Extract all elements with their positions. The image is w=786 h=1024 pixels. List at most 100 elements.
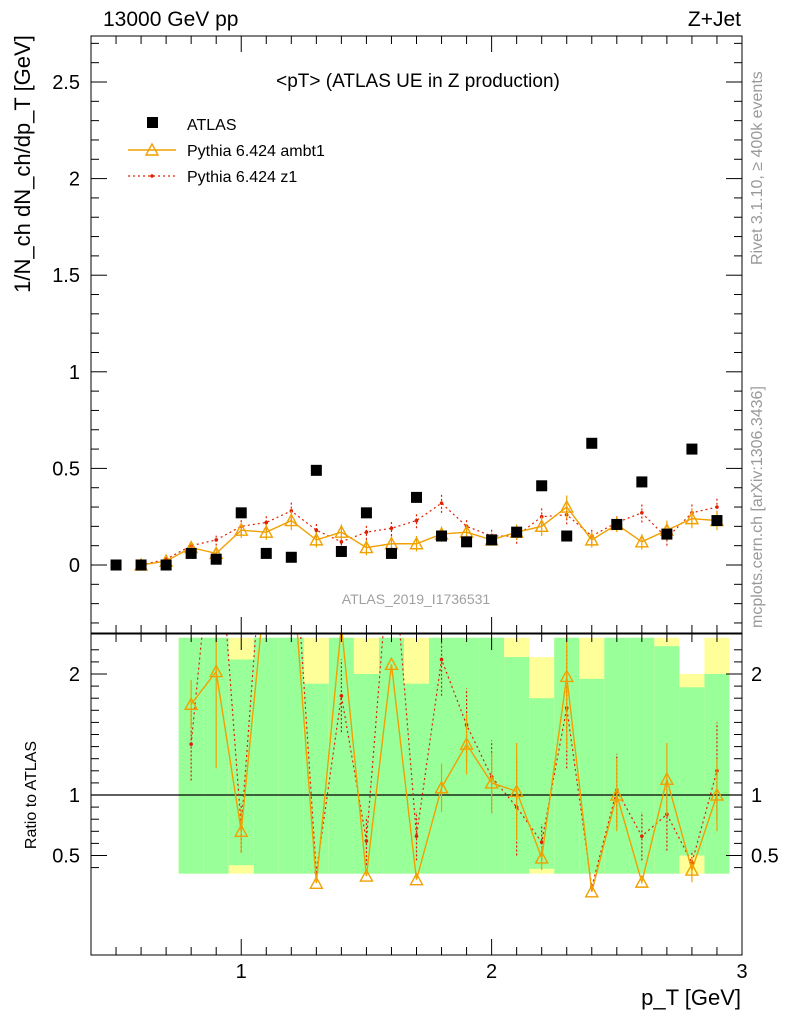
ratio-band-1sigma [579,678,605,874]
atlas-point [661,528,673,540]
atlas-point [285,551,297,563]
ratio-z1-point [439,657,444,662]
legend-atlas-marker [147,117,158,128]
ratio-panel: 1 2 3 0.5 0.5 1 1 2 2 Ratio to ATLAS p_T [GeV] [23,491,779,1010]
z1-point [364,530,369,534]
atlas-point [586,437,598,449]
y-tick-label: 1 [69,785,80,807]
ambt1-point [534,518,549,533]
ratio-ambt1-point [684,862,700,876]
x-tick-label: 3 [736,961,747,983]
ratio-band-1sigma [679,687,705,856]
ratio-ambt1-line [190,634,718,892]
atlas-point [235,507,247,519]
ambt1-point [559,499,574,513]
atlas-point [411,491,422,503]
atlas-point [310,464,322,476]
atlas-point [636,476,648,488]
y-axis-label-bottom: Ratio to ATLAS [23,741,40,849]
atlas-point [511,526,523,538]
atlas-point [385,547,397,559]
y-tick-label: 1.5 [52,265,80,287]
ambt1-point [359,540,374,554]
ratio-ambt1-point [609,787,624,801]
ratio-ambt1-point [260,571,272,582]
atlas-point [536,480,548,492]
ratio-ambt1-point [183,696,199,710]
ratio-ambt1-point [484,775,499,789]
collision-label: 13000 GeV pp [103,8,238,31]
ratio-ambt1-point [709,787,725,801]
ratio-band-1sigma [253,637,279,874]
ratio-z1-point [640,834,644,838]
main-panel: 0 0.5 1 1.5 2 2.5 <pT> (ATLAS UE in Z product… [10,35,743,634]
ratio-band-1sigma [303,683,329,874]
atlas-point [335,545,347,557]
y-tick-label: 2 [69,169,80,191]
ratio-band-1sigma [278,637,304,874]
legend-z1-label: Pythia 6.424 z1 [187,169,297,186]
y-tick-label: 2.5 [52,72,80,94]
ratio-band-1sigma [328,637,354,874]
y-tick-label: 0 [69,555,80,577]
ratio-band-1sigma [378,637,404,874]
z1-point [439,501,444,505]
ratio-ambt1-point [209,664,224,678]
ratio-z1-point [339,693,344,698]
ratio-ambt1-point [559,668,574,683]
atlas-point [686,443,698,455]
atlas-point [210,553,222,565]
x-tick-label: 1 [236,961,247,983]
ratio-band-1sigma [429,637,455,874]
z1-point [715,505,719,509]
ratio-ambt1-point [384,656,399,671]
ambt1-point [684,511,700,525]
legend-ambt1-marker [144,142,160,156]
y-tick-label: 0.5 [52,458,80,480]
atlas-point [185,547,197,559]
atlas-point [461,536,473,548]
ratio-band-1sigma [604,637,630,874]
y-tick-label-right: 2 [751,664,762,686]
ratio-ambt1-point [509,783,524,798]
legend: ATLAS Pythia 6.424 ambt1 Pythia 6.424 z1 [128,117,325,186]
ratio-ambt1-point [359,868,374,882]
legend-ambt1-label: Pythia 6.424 ambt1 [187,143,325,160]
y-tick-label: 1 [69,362,80,384]
ambt1-point [259,524,274,538]
x-tick-label: 2 [486,961,497,983]
y-tick-label-right: 1 [751,785,762,807]
ratio-ambt1-point [434,780,449,794]
x-axis-label: p_T [GeV] [641,985,741,1010]
ratio-ambt1-point [459,736,474,750]
ratio-ambt1-point [534,850,549,864]
ratio-z1-point [290,491,294,495]
ambt1-point [234,522,249,536]
ambt1-point [409,536,424,550]
atlas-point [260,547,272,559]
ratio-ambt1-point [659,771,675,785]
atlas-point [611,518,623,530]
ambt1-point [584,532,599,546]
rivet-label: Rivet 3.1.10, ≥ 400k events [749,71,766,265]
chart-title: <pT> (ATLAS UE in Z production) [276,71,560,92]
atlas-point [110,559,122,571]
atlas-point [360,507,372,519]
ratio-band-1sigma [529,698,555,869]
y-axis-label-top: 1/N_ch dN_ch/dp_T [GeV] [10,35,35,293]
atlas-point [160,559,172,571]
y-tick-label: 0.5 [52,846,80,868]
ambt1-point [334,524,349,538]
ratio-z1-point [414,834,419,838]
ambt1-point [284,513,299,527]
z1-point [214,538,218,542]
ratio-ambt1-point [634,874,650,888]
process-label: Z+Jet [688,8,741,31]
ratio-ambt1-point [409,872,424,886]
ratio-z1-point [189,742,193,746]
atlas-point [561,530,573,542]
z1-point [389,526,394,531]
ratio-ambt1-point [584,884,599,898]
ratio-ambt1-point [309,875,324,890]
